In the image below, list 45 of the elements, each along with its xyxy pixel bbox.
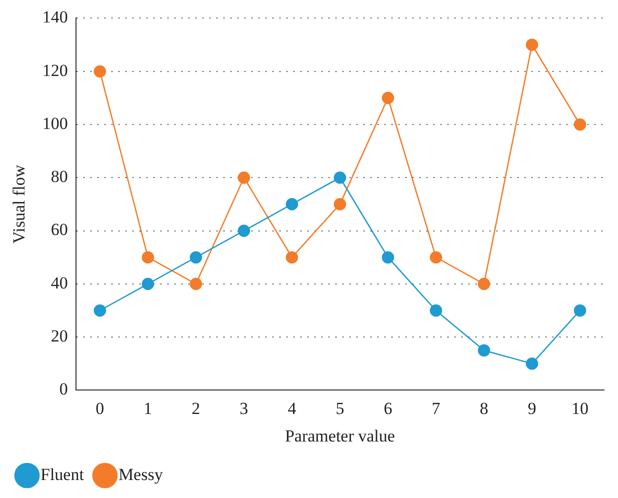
point	[526, 38, 538, 51]
point	[478, 278, 490, 290]
x-tick-label: 7	[432, 398, 441, 418]
x-tick-label: 2	[192, 398, 200, 418]
point	[574, 304, 586, 317]
x-tick-label: 4	[288, 398, 297, 418]
y-tick-label: 0	[59, 380, 68, 399]
y-tick-label: 100	[42, 114, 68, 133]
x-tick-label: 3	[240, 398, 248, 418]
point	[94, 304, 106, 317]
x-tick-label: 10	[571, 398, 588, 418]
x-tick-label: 8	[480, 398, 488, 418]
point	[286, 251, 298, 264]
point	[238, 171, 250, 184]
y-axis-title: Visual flow	[10, 164, 29, 244]
y-tick-label: 80	[50, 167, 68, 186]
x-tick-label: 6	[384, 398, 392, 418]
point	[94, 65, 106, 78]
point	[190, 278, 202, 290]
point	[142, 251, 154, 264]
x-tick-label: 1	[144, 398, 152, 418]
x-tick-label: 5	[336, 398, 344, 418]
point	[286, 198, 298, 210]
point	[430, 304, 442, 317]
point	[382, 92, 394, 104]
point	[382, 251, 394, 264]
point	[430, 251, 442, 264]
y-tick-label: 120	[42, 60, 68, 80]
y-tick-label: 140	[42, 8, 68, 27]
y-tick-label: 40	[50, 273, 68, 292]
point	[190, 251, 202, 264]
point	[574, 118, 586, 131]
point	[334, 198, 346, 210]
x-tick-label: 9	[528, 398, 536, 418]
point	[238, 224, 250, 237]
y-tick-label: 60	[50, 220, 68, 240]
point	[142, 278, 154, 290]
point	[478, 344, 490, 356]
legend-label: Fluent	[40, 464, 84, 484]
point	[334, 171, 346, 184]
x-tick-label: 0	[96, 398, 104, 418]
point	[526, 357, 538, 370]
legend-label: Messy	[118, 464, 164, 484]
x-axis-title: Parameter value	[284, 426, 395, 446]
y-tick-label: 20	[50, 326, 68, 346]
